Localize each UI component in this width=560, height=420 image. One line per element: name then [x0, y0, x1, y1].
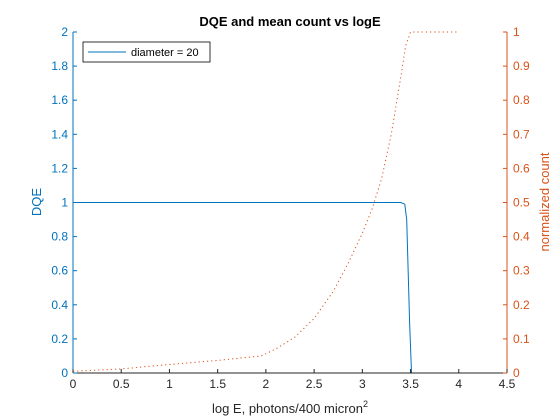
y-right-tick-label: 0.7 [513, 127, 530, 141]
x-tick-label: 4 [455, 377, 462, 391]
axes-layer: 0 0.5 1 1.5 2 2.5 3 3.5 4 4.500.20.40.60.811.21.4… [51, 25, 530, 391]
y-axis-right-title: normalized count [537, 152, 552, 251]
y-left-tick-label: 0 [61, 366, 68, 380]
y-left-tick-label: 2 [61, 25, 68, 39]
x-tick-label: 2.5 [306, 377, 323, 391]
y-right-tick-label: 0.8 [513, 93, 530, 107]
legend: diameter = 20 [82, 41, 211, 63]
legend-box [82, 41, 211, 63]
y-left-tick-label: 1 [61, 196, 68, 210]
x-tick-label: 0.5 [113, 377, 130, 391]
x-axis-title-superscript: 2 [363, 399, 368, 409]
x-axis-title-main: log E, photons/400 micron [212, 401, 363, 416]
legend-label-diameter-20: diameter = 20 [131, 47, 199, 59]
y-right-tick-label: 0.6 [513, 161, 530, 175]
y-left-tick-label: 1.2 [51, 161, 68, 175]
y-right-tick-label: 0 [513, 366, 520, 380]
y-right-tick-label: 0.9 [513, 59, 530, 73]
x-tick-label: 4.5 [499, 377, 516, 391]
y-left-tick-label: 0.8 [51, 230, 68, 244]
x-tick-label: 1 [166, 377, 173, 391]
y-left-tick-label: 1.4 [51, 127, 68, 141]
y-right-tick-label: 0.3 [513, 264, 530, 278]
y-left-tick-label: 0.4 [51, 298, 68, 312]
y-left-tick-label: 1.8 [51, 59, 68, 73]
y-right-tick-label: 0.1 [513, 332, 530, 346]
y-axis-left-title: DQE [29, 188, 44, 217]
y-left-tick-label: 0.6 [51, 264, 68, 278]
x-tick-label: 3.5 [402, 377, 419, 391]
y-right-tick-label: 0.5 [513, 196, 530, 210]
y-right-tick-label: 0.4 [513, 230, 530, 244]
y-left-tick-label: 0.2 [51, 332, 68, 346]
x-axis-title: log E, photons/400 micron2 [212, 399, 368, 416]
x-tick-label: 3 [359, 377, 366, 391]
x-tick-label: 0 [70, 377, 77, 391]
x-tick-label: 2 [263, 377, 270, 391]
series-line-diameter-20 [73, 202, 507, 374]
series-layer [72, 31, 507, 374]
y-right-tick-label: 1 [513, 25, 520, 39]
series-line-series-1 [72, 31, 459, 372]
y-left-tick-label: 1.6 [51, 93, 68, 107]
chart-title: DQE and mean count vs logE [199, 14, 381, 29]
x-tick-label: 1.5 [209, 377, 226, 391]
y-right-tick-label: 0.2 [513, 298, 530, 312]
